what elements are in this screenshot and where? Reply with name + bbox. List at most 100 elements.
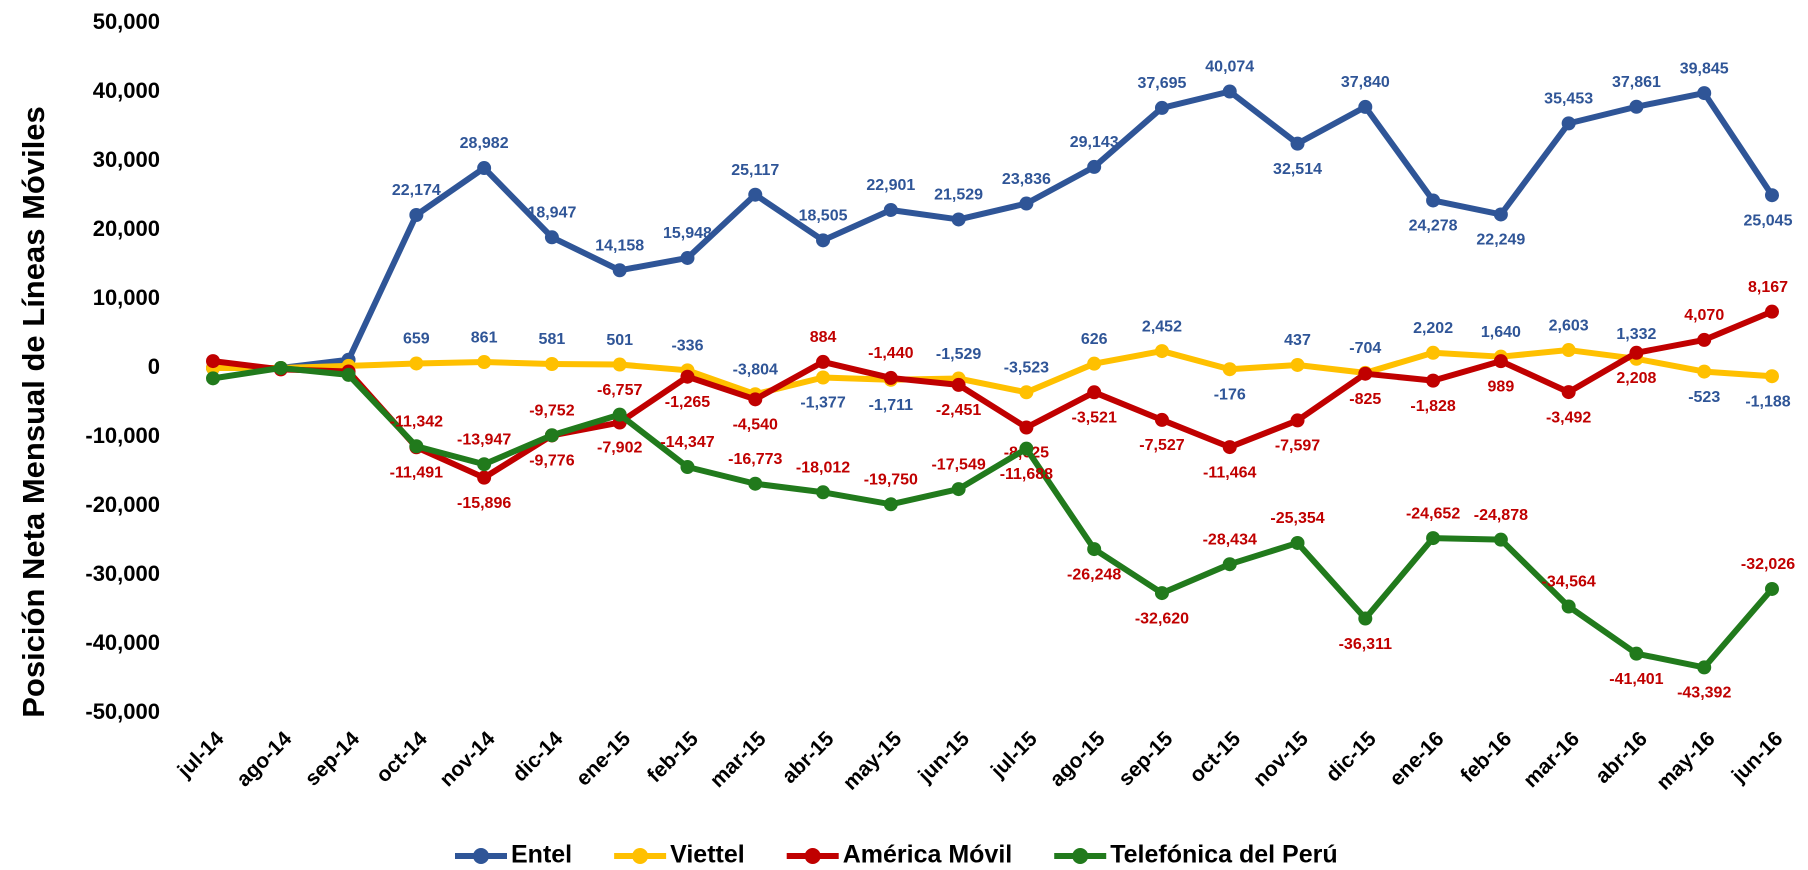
data-label: 21,529: [934, 187, 983, 204]
y-tick-label: -20,000: [85, 492, 160, 517]
point-marker: [680, 369, 695, 384]
data-label: -336: [671, 338, 703, 355]
data-label: 581: [539, 331, 566, 348]
x-tick-label: ene-16: [1385, 727, 1448, 790]
data-label: -1,529: [936, 346, 981, 363]
point-marker: [1290, 357, 1305, 372]
point-marker: [1222, 440, 1237, 455]
point-marker: [206, 371, 220, 386]
point-marker: [1222, 362, 1237, 377]
point-marker: [883, 202, 898, 217]
data-label: 24,278: [1409, 218, 1458, 235]
series-line: [213, 88, 1775, 371]
point-marker: [680, 250, 695, 265]
point-marker: [951, 482, 966, 497]
point-marker: [612, 263, 627, 278]
data-label: -3,492: [1546, 409, 1591, 426]
x-tick-label: ago-14: [232, 727, 296, 791]
point-marker: [409, 439, 424, 454]
data-label: 626: [1081, 331, 1108, 348]
point-marker: [816, 354, 831, 369]
point-marker: [1629, 646, 1644, 661]
data-label: 22,249: [1476, 232, 1525, 249]
data-label: 22,174: [392, 182, 441, 199]
series-line: [213, 347, 1773, 398]
point-marker: [1222, 84, 1237, 99]
legend-label: Entel: [511, 841, 572, 869]
data-label: 25,045: [1744, 212, 1793, 229]
point-marker: [1222, 557, 1237, 572]
legend-label: Telefónica del Perú: [1110, 841, 1337, 869]
point-marker: [1697, 332, 1712, 347]
data-label: 861: [471, 329, 498, 346]
point-marker: [409, 356, 424, 371]
data-label: -43,392: [1677, 685, 1731, 702]
y-tick-label: 40,000: [93, 78, 160, 103]
data-label: -3,804: [733, 361, 778, 378]
legend-marker: [473, 848, 489, 864]
point-marker: [1087, 542, 1102, 557]
data-label: -41,401: [1609, 671, 1663, 688]
data-label: 40,074: [1205, 59, 1254, 76]
x-tick-label: abr-16: [1591, 727, 1652, 788]
point-marker: [1697, 660, 1712, 675]
data-label: -1,440: [868, 345, 913, 362]
data-label: -15,896: [457, 495, 511, 512]
data-label: -704: [1349, 340, 1381, 357]
x-tick-label: jun-16: [1727, 727, 1788, 788]
x-tick-label: abr-15: [778, 727, 839, 788]
data-label: 35,453: [1544, 91, 1593, 108]
data-label: -11,464: [1203, 464, 1256, 481]
data-label: 29,143: [1070, 134, 1119, 151]
data-label: 2,452: [1142, 318, 1182, 335]
data-label: -3,521: [1071, 410, 1116, 427]
point-marker: [1629, 345, 1644, 360]
data-label: 2,208: [1616, 370, 1656, 387]
data-label: -25,354: [1270, 510, 1324, 527]
data-label: 37,861: [1612, 74, 1661, 91]
data-label: 39,845: [1680, 60, 1729, 77]
data-label: -1,188: [1745, 393, 1790, 410]
x-tick-label: nov-15: [1249, 727, 1313, 791]
point-marker: [1765, 304, 1779, 319]
y-tick-label: -10,000: [85, 423, 160, 448]
data-label: -16,773: [728, 451, 782, 468]
point-marker: [816, 233, 831, 248]
point-marker: [1087, 356, 1102, 371]
series-line: [212, 365, 1775, 671]
data-label: -7,597: [1275, 438, 1320, 455]
point-marker: [1765, 188, 1779, 203]
data-label: -11,688: [1000, 466, 1053, 483]
legend-marker: [632, 848, 649, 864]
point-marker: [273, 361, 288, 375]
point-marker: [1019, 385, 1034, 400]
point-marker: [1019, 196, 1034, 211]
x-tick-label: may-16: [1652, 727, 1719, 794]
point-marker: [1154, 100, 1169, 115]
point-marker: [1426, 345, 1441, 360]
point-marker: [883, 370, 898, 385]
point-marker: [816, 485, 831, 500]
point-marker: [680, 459, 695, 474]
data-label: -2,451: [936, 402, 981, 419]
point-marker: [1358, 611, 1373, 626]
x-tick-label: jul-15: [986, 727, 1042, 783]
point-marker: [477, 355, 492, 370]
data-label: 659: [403, 331, 430, 348]
legend-label: América Móvil: [843, 841, 1013, 869]
x-tick-label: jun-15: [913, 727, 974, 788]
data-label: -13,947: [457, 431, 511, 448]
legend-marker: [804, 848, 821, 864]
data-label: 1,332: [1616, 326, 1656, 343]
data-label: -825: [1349, 391, 1381, 408]
x-tick-label: may-15: [839, 727, 907, 795]
point-marker: [816, 370, 831, 385]
point-marker: [748, 476, 763, 491]
data-label: -523: [1688, 389, 1720, 406]
data-label: -18,012: [796, 460, 850, 477]
point-marker: [477, 470, 492, 485]
data-label: -1,377: [800, 395, 845, 412]
data-label: 18,505: [799, 208, 848, 225]
legend-label: Viettel: [670, 841, 745, 869]
y-tick-label: 30,000: [93, 147, 160, 172]
